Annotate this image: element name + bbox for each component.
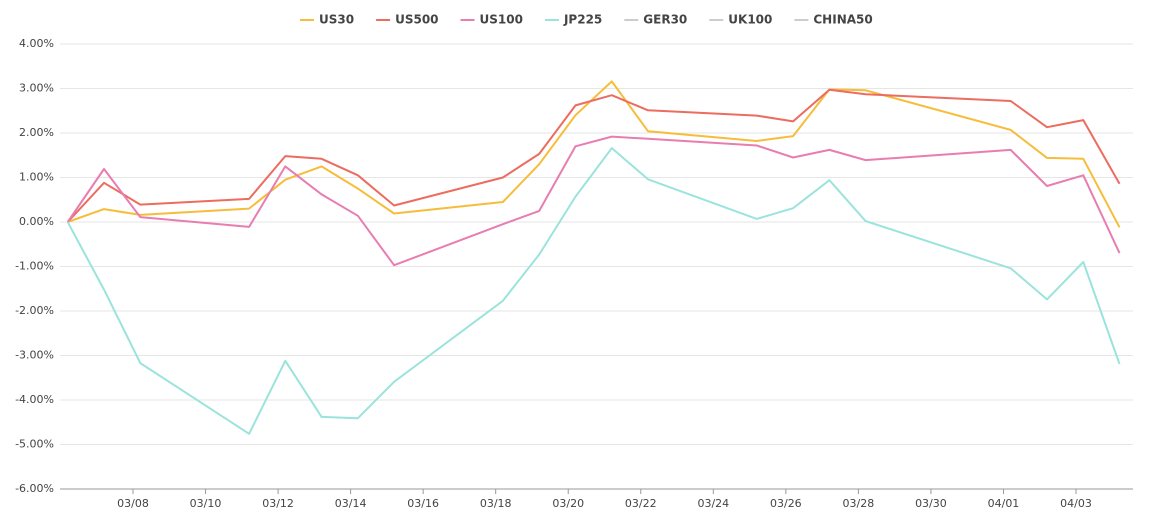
y-tick-label: -6.00% — [15, 482, 54, 495]
y-tick-label: -4.00% — [15, 393, 54, 406]
legend-label: JP225 — [563, 13, 602, 27]
x-tick-label: 03/24 — [697, 497, 729, 510]
legend-label: US30 — [319, 13, 354, 27]
x-tick-label: 03/18 — [480, 497, 512, 510]
legend-label: US100 — [480, 13, 523, 27]
legend-label: UK100 — [728, 13, 772, 27]
legend-label: US500 — [395, 13, 438, 27]
x-tick-label: 03/14 — [335, 497, 367, 510]
legend-label: CHINA50 — [813, 13, 872, 27]
y-tick-label: -5.00% — [15, 438, 54, 451]
y-tick-label: 2.00% — [19, 126, 54, 139]
series-line — [66, 88, 1121, 223]
x-tick-label: 03/28 — [843, 497, 875, 510]
legend: US30 US500 US100 JP225 GER30 UK100 CHINA50 — [300, 13, 873, 27]
x-tick-label: 03/16 — [407, 497, 439, 510]
y-tick-label: 3.00% — [19, 82, 54, 95]
series-line — [66, 135, 1121, 267]
x-tick-label: 04/01 — [988, 497, 1020, 510]
x-tick-label: 03/20 — [552, 497, 584, 510]
x-tick-label: 03/10 — [190, 497, 222, 510]
y-tick-label: 0.00% — [19, 215, 54, 228]
x-tick-label: 03/26 — [770, 497, 802, 510]
x-tick-label: 03/08 — [117, 497, 149, 510]
x-tick-label: 04/03 — [1060, 497, 1092, 510]
y-tick-label: -1.00% — [15, 260, 54, 273]
x-tick-label: 03/12 — [262, 497, 294, 510]
series-line — [66, 147, 1121, 435]
series-line — [67, 80, 1121, 228]
x-tick-label: 03/22 — [625, 497, 657, 510]
y-tick-label: -3.00% — [15, 349, 54, 362]
y-tick-label: -2.00% — [15, 304, 54, 317]
x-tick-label: 03/30 — [915, 497, 947, 510]
y-tick-label: 4.00% — [19, 37, 54, 50]
y-tick-label: 1.00% — [19, 171, 54, 184]
legend-label: GER30 — [643, 13, 687, 27]
